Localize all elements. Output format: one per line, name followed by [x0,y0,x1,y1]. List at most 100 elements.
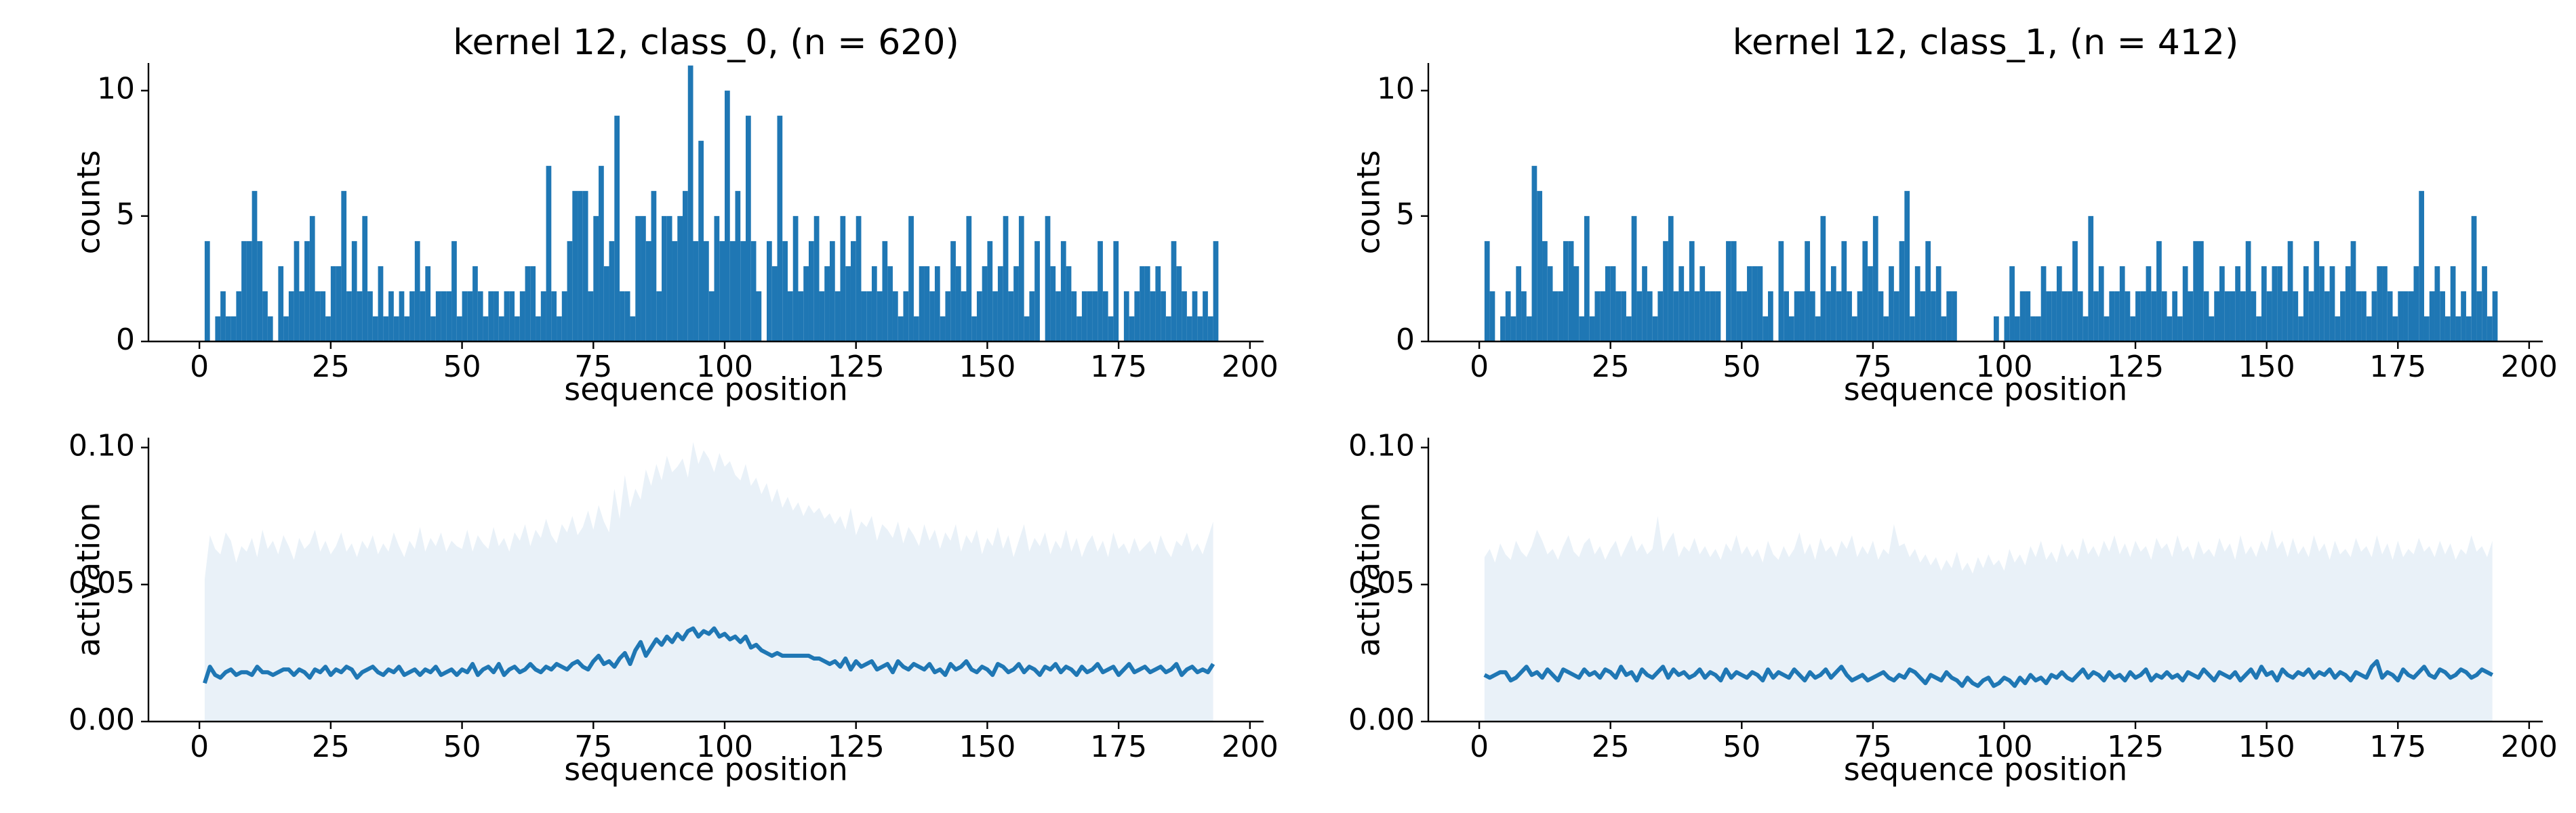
bar [1531,165,1537,342]
bar [662,215,667,341]
bar [1547,266,1553,341]
x-tick-label: 75 [574,350,612,384]
x-tick-label: 175 [1090,730,1147,764]
bar [2125,291,2131,341]
bar [351,241,357,341]
bar [2104,316,2110,341]
bar [225,316,231,341]
bar [2398,291,2404,341]
bar [2476,291,2482,341]
bar [1868,266,1873,341]
bar [2182,266,2188,341]
bar [378,266,384,341]
y-tick-label: 10 [1377,72,1415,106]
bar [1747,266,1752,341]
activation-band [1484,516,2493,722]
bar [614,115,620,341]
bar [294,241,300,341]
bar [2077,291,2083,341]
activation-line [1483,659,2494,688]
bar [2256,316,2261,341]
bar [404,316,410,341]
bar [1726,241,1731,341]
bar [1684,291,1689,341]
bar [236,291,242,341]
bar [1484,241,1490,341]
bar [1213,241,1219,341]
bar [599,165,604,342]
bar [1552,291,1558,341]
bar [1878,291,1884,341]
bar [1657,291,1664,341]
bar [1568,241,1574,341]
bar [2198,241,2204,341]
bar [2298,316,2303,341]
bar [536,316,541,341]
bar [1207,316,1213,341]
bar [966,215,972,341]
y-tick-label: 0.10 [68,429,135,463]
bar [2345,266,2351,341]
y-tick-label: 0.00 [1348,703,1415,737]
bar [997,266,1003,341]
bar [1008,291,1014,341]
bar [1757,266,1763,341]
bar [1516,266,1522,341]
y-tick-label: 0.05 [1348,566,1415,600]
bar [698,140,704,341]
bar [750,241,757,341]
bar [540,291,546,341]
bar [2109,291,2115,341]
bar [1925,241,1931,341]
bar [808,241,814,341]
chart-title: kernel 12, class_0, (n = 620) [453,22,959,63]
bar [803,266,809,341]
y-axis-label: counts [71,150,107,255]
bar [1489,291,1495,341]
x-tick-label: 50 [1723,730,1760,764]
x-tick-label: 0 [1470,730,1489,764]
bar [1830,266,1836,341]
x-tick-label: 150 [2238,350,2295,384]
y-tick-label: 5 [1396,197,1415,232]
bar [903,291,909,341]
bar [824,266,830,341]
bar [2240,291,2246,341]
bar [388,291,394,341]
bar [2455,316,2461,341]
bar [1108,316,1114,341]
bar [1024,316,1030,341]
bar [645,241,651,341]
bar [1851,316,1857,341]
y-axis-label: activation [1350,503,1387,657]
bar [892,291,898,341]
bar [215,316,221,341]
bar [1558,291,1564,341]
bar [2151,291,2157,341]
bar [2392,316,2398,341]
bar [771,266,778,341]
x-tick-label: 25 [1592,730,1630,764]
bar [2093,291,2099,341]
bar [2282,291,2288,341]
bar [2387,291,2393,341]
y-tick-label: 5 [116,197,135,232]
bar [477,291,483,341]
bar [1893,291,1899,341]
bar [409,291,415,341]
bar [1788,316,1794,341]
bar [877,291,883,341]
bar [1752,266,1758,341]
bar [1615,291,1622,341]
bar [1689,241,1695,341]
bar [929,291,935,341]
bar [488,291,494,341]
bar [393,316,399,341]
bar [756,291,762,341]
bar [1742,291,1748,341]
x-tick-label: 125 [828,730,885,764]
bar [1815,316,1821,341]
y-axis-label: counts [1350,150,1387,255]
bar [1081,291,1087,341]
